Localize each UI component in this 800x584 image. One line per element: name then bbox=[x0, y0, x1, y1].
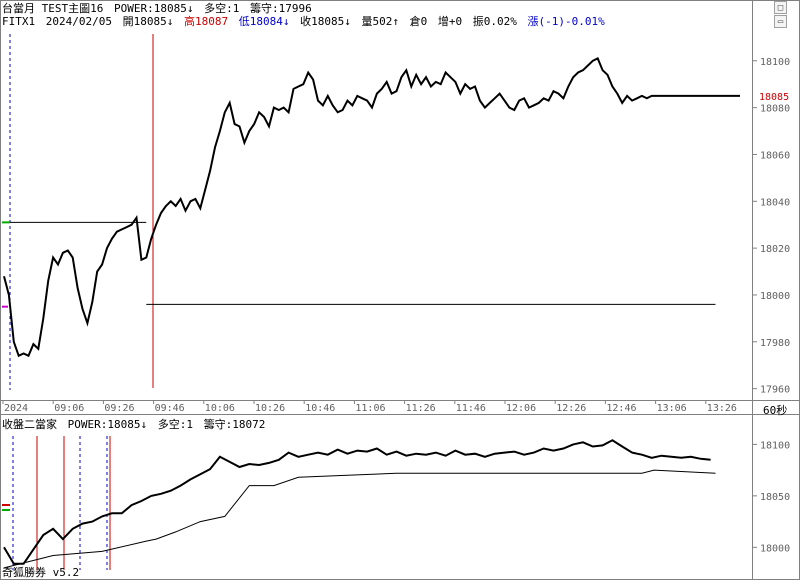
x-tick-label: 12:06 bbox=[506, 403, 536, 414]
last-value-label: 18085 bbox=[759, 92, 789, 103]
sub-price-line bbox=[3, 439, 711, 565]
x-tick-label: 12:26 bbox=[556, 403, 586, 414]
panel-button-bottom[interactable]: ▭ bbox=[774, 15, 787, 28]
x-tick-label: 2024 bbox=[4, 403, 28, 414]
low-label: 低18084↓ bbox=[238, 15, 290, 28]
amplitude-label: 振0.02% bbox=[472, 15, 517, 28]
y-tick-label: 18080 bbox=[760, 104, 790, 115]
volume-label: 量502↑ bbox=[361, 15, 399, 28]
x-tick-label: 10:26 bbox=[255, 403, 285, 414]
watermark-label: 奇狐勝券 v5.2 bbox=[2, 566, 80, 579]
main-duo: 多空:1 bbox=[204, 2, 240, 15]
panel-button-top[interactable]: □ bbox=[774, 1, 787, 14]
main-header-line1: 台當月 TEST主圖16 POWER:18085↓ 多空:1 籌守:17996 bbox=[2, 0, 316, 16]
main-chou: 籌守:17996 bbox=[249, 2, 312, 15]
main-power: POWER:18085↓ bbox=[113, 2, 194, 15]
sub-header: 收盤二當家 POWER:18085↓ 多空:1 籌守:18072 bbox=[2, 416, 269, 432]
x-tick-label: 09:46 bbox=[155, 403, 185, 414]
x-tick-label: 12:46 bbox=[606, 403, 636, 414]
y-tick-label: 18100 bbox=[760, 57, 790, 68]
interval-label: 60秒 bbox=[763, 404, 788, 417]
main-title: 台當月 TEST主圖16 bbox=[2, 2, 104, 15]
close-label: 收18085↓ bbox=[300, 15, 351, 28]
x-tick-label: 13:06 bbox=[657, 403, 687, 414]
main-header-line2: FITX1 2024/02/05 開18085↓ 高18087 低18084↓ … bbox=[2, 13, 609, 29]
y-tick-label: 18060 bbox=[760, 150, 790, 161]
sub-title: 收盤二當家 bbox=[2, 418, 57, 431]
sub-power: POWER:18085↓ bbox=[67, 418, 148, 431]
open-label: 開18085↓ bbox=[122, 15, 174, 28]
sub-chou: 籌守:18072 bbox=[203, 418, 266, 431]
symbol-label: FITX1 bbox=[2, 15, 36, 28]
y-tick-label: 18040 bbox=[760, 197, 790, 208]
y-tick-label: 18020 bbox=[760, 244, 790, 255]
y-tick-label: 17980 bbox=[760, 338, 790, 349]
x-tick-label: 11:46 bbox=[456, 403, 486, 414]
x-tick-label: 09:06 bbox=[54, 403, 84, 414]
price-line bbox=[3, 57, 740, 358]
y-tick-label: 17960 bbox=[760, 385, 790, 396]
open-interest-label: 倉0 bbox=[409, 15, 428, 28]
sub-y-tick-label: 18100 bbox=[760, 440, 790, 451]
y-tick-label: 18000 bbox=[760, 291, 790, 302]
sub-y-tick-label: 18050 bbox=[760, 492, 790, 503]
sub-duo: 多空:1 bbox=[157, 418, 193, 431]
x-tick-label: 11:06 bbox=[355, 403, 385, 414]
date-label: 2024/02/05 bbox=[45, 15, 112, 28]
sub-y-tick-label: 18000 bbox=[760, 543, 790, 554]
x-tick-label: 09:26 bbox=[104, 403, 134, 414]
support-line bbox=[3, 469, 716, 569]
change-label: 漲(-1)-0.01% bbox=[527, 15, 605, 28]
increase-label: 增+0 bbox=[437, 15, 463, 28]
high-label: 高18087 bbox=[183, 15, 229, 28]
x-tick-label: 10:06 bbox=[205, 403, 235, 414]
x-tick-label: 11:26 bbox=[406, 403, 436, 414]
x-tick-label: 10:46 bbox=[305, 403, 335, 414]
x-tick-label: 13:26 bbox=[707, 403, 737, 414]
